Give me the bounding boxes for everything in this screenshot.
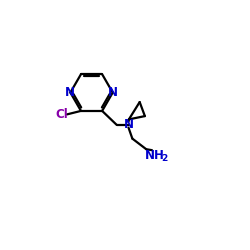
Text: NH: NH [145,149,165,162]
Text: N: N [124,118,134,131]
Text: N: N [108,86,118,99]
Text: Cl: Cl [55,108,68,121]
Text: N: N [66,86,76,99]
Text: 2: 2 [161,154,167,163]
